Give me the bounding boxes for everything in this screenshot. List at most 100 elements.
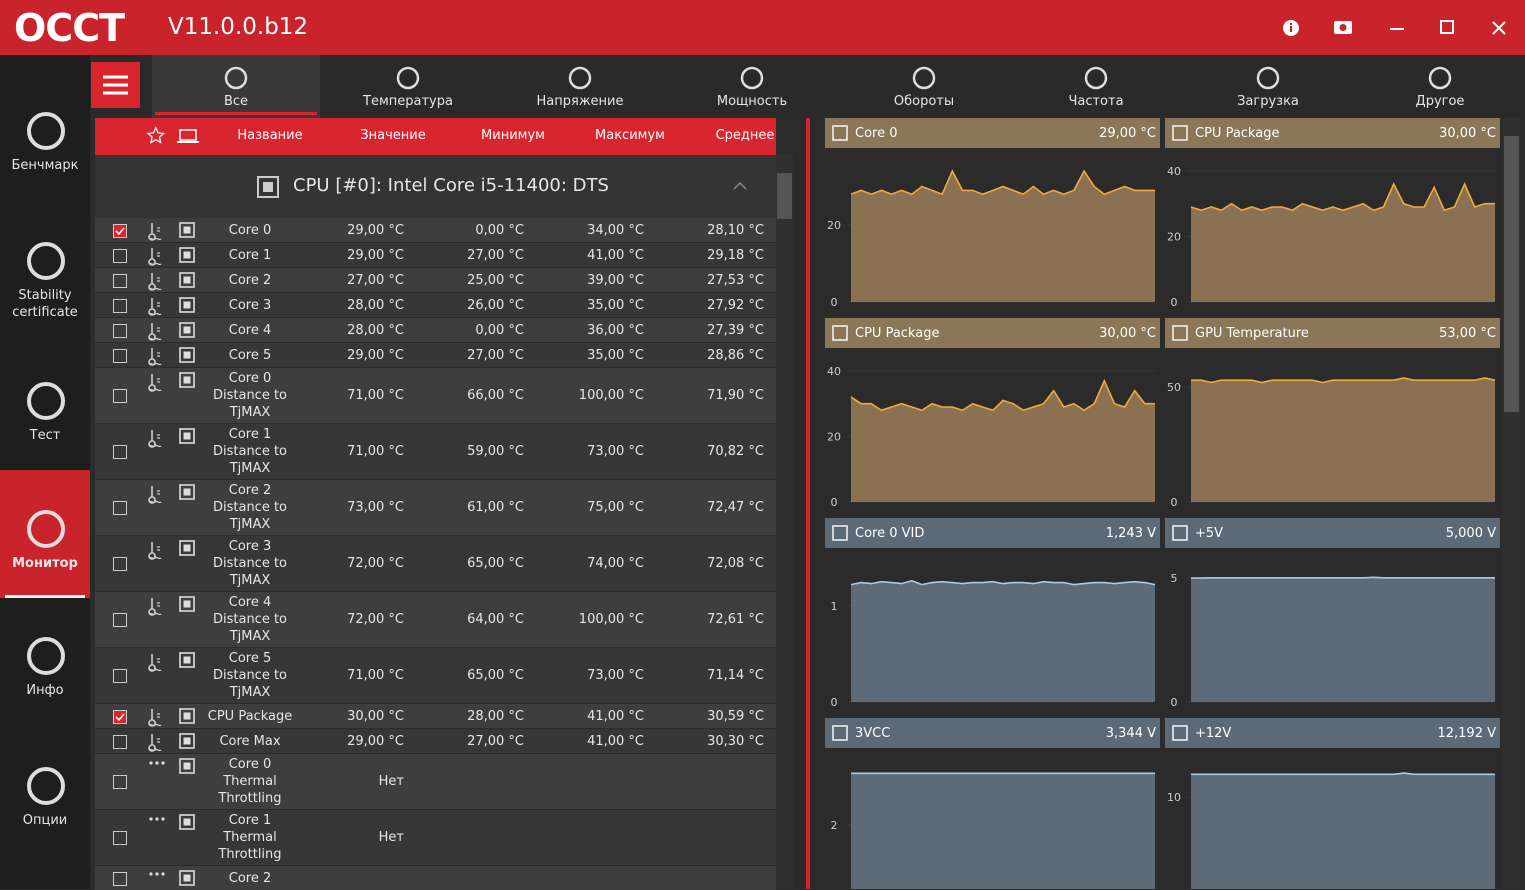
- sidebar-label[interactable]: Опции: [22, 813, 68, 828]
- version: V11.0.0.b12: [168, 14, 309, 40]
- sensor-max: 41,00 °C: [587, 733, 644, 749]
- graph-toggle[interactable]: [179, 428, 195, 444]
- sensor-value: Нет: [378, 774, 404, 789]
- group-title: CPU [#0]: Intel Core i5-11400: DTS: [293, 175, 609, 196]
- panel-scrollbar[interactable]: [1503, 118, 1520, 889]
- tab-label[interactable]: Частота: [1068, 94, 1124, 109]
- menu-button[interactable]: [91, 62, 140, 108]
- sensor-name: Core 4: [228, 322, 272, 338]
- checkbox[interactable]: [113, 557, 127, 571]
- graph-toggle[interactable]: [179, 758, 195, 774]
- column-header[interactable]: Название: [237, 128, 303, 143]
- graph-toggle[interactable]: [179, 596, 195, 612]
- sensor-name: Core 1 Distance to TjMAX: [212, 427, 288, 476]
- graph-toggle[interactable]: [179, 372, 195, 388]
- tab-label[interactable]: Мощность: [716, 94, 788, 109]
- graph-toggle[interactable]: [179, 484, 195, 500]
- area-fill: [851, 580, 1155, 702]
- checkbox[interactable]: [113, 445, 127, 459]
- checkbox[interactable]: [113, 613, 127, 627]
- sensor-value: 71,00 °C: [347, 668, 404, 683]
- sensor-min: 27,00 °C: [467, 347, 524, 363]
- panel-title: Core 0: [855, 126, 898, 141]
- graph-toggle[interactable]: [179, 272, 195, 288]
- sidebar-label[interactable]: Монитор: [12, 556, 78, 571]
- sensor-icon: [149, 761, 165, 765]
- graph-toggle[interactable]: [179, 733, 195, 749]
- tab-label[interactable]: Обороты: [893, 94, 955, 109]
- sidebar-label[interactable]: Тест: [29, 428, 61, 443]
- checkbox[interactable]: [113, 669, 127, 683]
- sensor-max: 41,00 °C: [587, 708, 644, 724]
- series-line: [1191, 377, 1496, 384]
- checkbox[interactable]: [113, 273, 127, 288]
- area-fill: [851, 773, 1155, 889]
- sidebar-label[interactable]: Инфо: [26, 683, 64, 698]
- checkbox[interactable]: [113, 734, 127, 749]
- sensor-min: 65,00 °C: [467, 556, 524, 571]
- window-controls: [1283, 20, 1506, 36]
- sensor-value: 72,00 °C: [347, 556, 404, 571]
- column-header[interactable]: Среднее: [715, 128, 775, 143]
- checkbox[interactable]: [113, 709, 127, 724]
- splitter[interactable]: [806, 118, 810, 889]
- y-tick-label: 2: [831, 819, 838, 832]
- graph-toggle[interactable]: [179, 297, 195, 313]
- graph-toggle[interactable]: [179, 347, 195, 363]
- sidebar-label[interactable]: Stability certificate: [12, 288, 78, 320]
- checkbox[interactable]: [113, 871, 127, 886]
- checkbox[interactable]: [113, 775, 127, 789]
- sensor-max: 35,00 °C: [587, 347, 644, 363]
- series-line: [1190, 182, 1495, 212]
- column-header[interactable]: Значение: [360, 128, 426, 143]
- sensor-avg: 28,86 °C: [707, 347, 764, 363]
- checkbox[interactable]: [113, 298, 127, 313]
- tab-label[interactable]: Напряжение: [536, 94, 624, 109]
- panel-value: 1,243 V: [1106, 526, 1156, 541]
- sidebar-label[interactable]: Бенчмарк: [11, 158, 79, 173]
- checkbox[interactable]: [113, 323, 127, 338]
- checkbox[interactable]: [113, 831, 127, 845]
- close-button[interactable]: [1492, 21, 1506, 35]
- tab-label[interactable]: Загрузка: [1237, 94, 1299, 109]
- sensor-value: Нет: [378, 830, 404, 845]
- panel-title-bar: [1165, 118, 1500, 148]
- tab-label[interactable]: Другое: [1415, 94, 1465, 109]
- column-header[interactable]: Максимум: [595, 128, 665, 143]
- series-line: [850, 378, 1155, 412]
- graph-toggle[interactable]: [179, 814, 195, 830]
- checkbox[interactable]: [113, 348, 127, 363]
- panel-icon: [832, 725, 848, 741]
- checkbox[interactable]: [113, 389, 127, 403]
- checkbox[interactable]: [113, 223, 127, 238]
- panel-title-bar: [1165, 718, 1500, 748]
- table-scrollbar[interactable]: [776, 155, 793, 889]
- tab-label[interactable]: Все: [223, 94, 249, 109]
- panel-title-bar: [825, 118, 1160, 148]
- graph-toggle[interactable]: [179, 247, 195, 263]
- graph-toggle[interactable]: [179, 222, 195, 238]
- graph-toggle[interactable]: [179, 870, 195, 886]
- sensor-max: 73,00 °C: [587, 668, 644, 683]
- graph-toggle[interactable]: [179, 322, 195, 338]
- sensor-name: Core 1: [228, 247, 272, 263]
- active-item[interactable]: [0, 470, 90, 598]
- minimize-button[interactable]: [1390, 28, 1404, 30]
- graph-toggle[interactable]: [179, 708, 195, 724]
- sensor-min: 59,00 °C: [467, 444, 524, 459]
- checkbox[interactable]: [113, 501, 127, 515]
- graph-toggle[interactable]: [179, 540, 195, 556]
- active-underline: [5, 595, 85, 598]
- panel-title: CPU Package: [855, 326, 939, 341]
- graph-toggle[interactable]: [179, 652, 195, 668]
- tab-label[interactable]: Температура: [363, 94, 453, 109]
- checkbox[interactable]: [113, 248, 127, 263]
- sensor-value: 29,00 °C: [347, 733, 404, 749]
- panel-icon: [832, 325, 848, 341]
- maximize-button[interactable]: [1440, 20, 1454, 34]
- tab-bar: Все Температура Напряжение Мощность Обороты Ч…: [90, 55, 1525, 118]
- sensor-max: 75,00 °C: [587, 500, 644, 515]
- column-header[interactable]: Минимум: [481, 128, 545, 143]
